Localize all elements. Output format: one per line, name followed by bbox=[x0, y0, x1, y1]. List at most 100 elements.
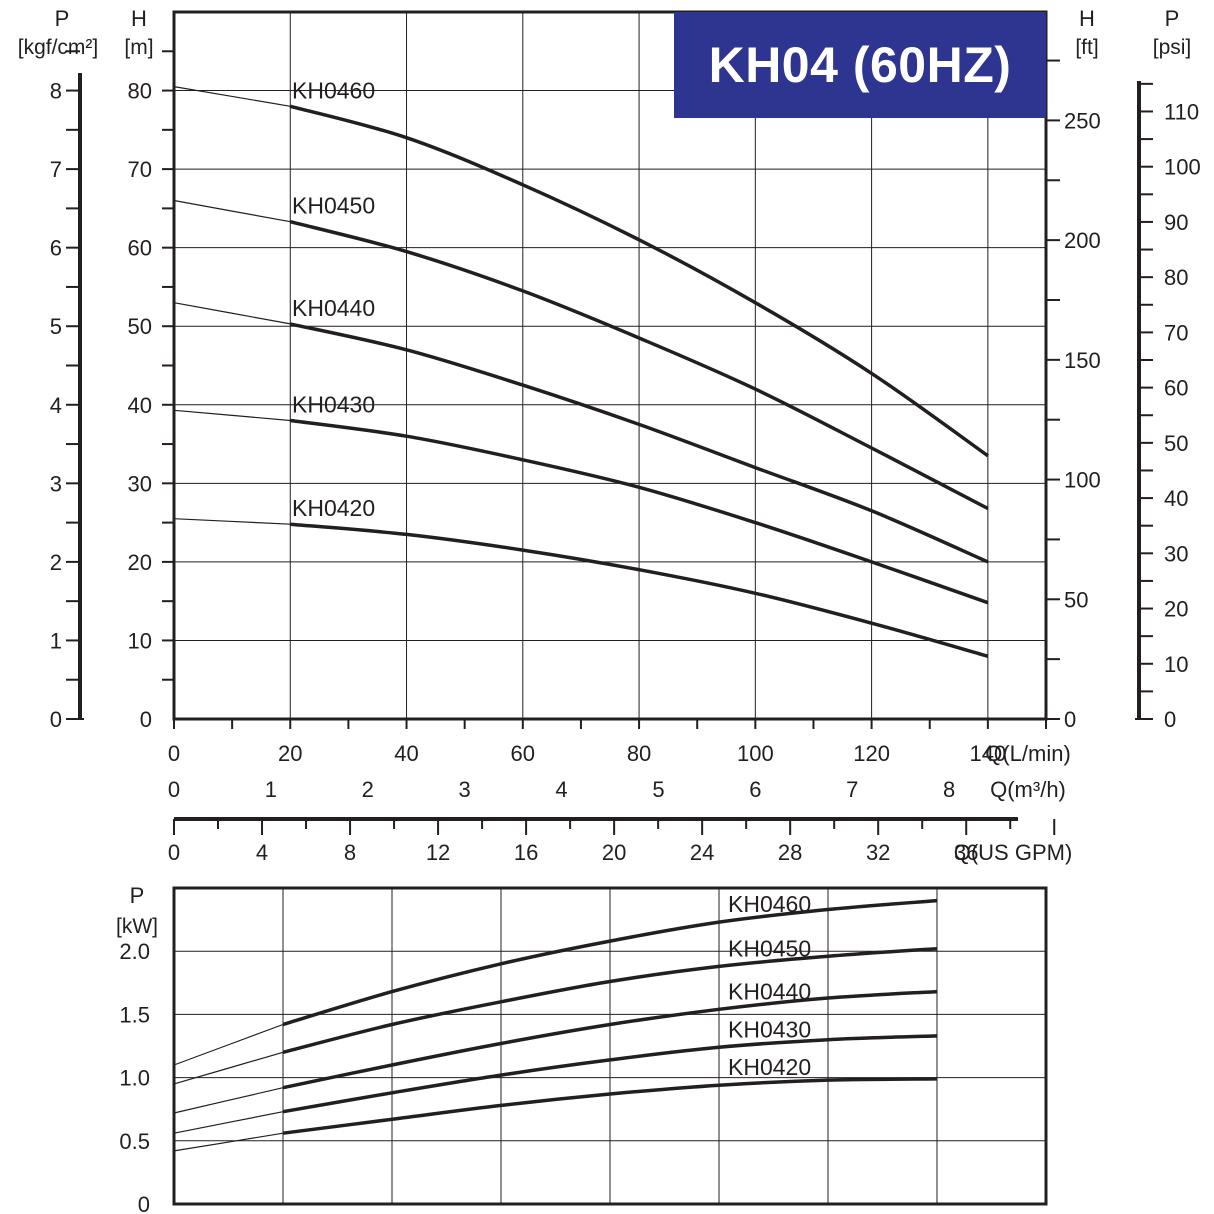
head-ft-axis-label: H bbox=[1079, 6, 1095, 31]
flow-lmin-tick-label: 140 bbox=[970, 741, 1007, 766]
power-y-tick-label: 1.5 bbox=[119, 1002, 150, 1027]
head-y-tick-label: 80 bbox=[128, 79, 152, 104]
pressure-psi-tick-label: 10 bbox=[1164, 652, 1188, 677]
flow-lmin-tick-label: 0 bbox=[168, 741, 180, 766]
pressure-kgf-tick-label: 2 bbox=[50, 550, 62, 575]
pressure-psi-tick-label: 110 bbox=[1164, 99, 1199, 124]
pressure-kgf-tick-label: 8 bbox=[50, 79, 62, 104]
head-ft-axis-unit: [ft] bbox=[1075, 36, 1098, 59]
head-ft-tick-label: 50 bbox=[1064, 587, 1088, 612]
head-y-tick-label: 60 bbox=[128, 236, 152, 261]
flow-gpm-tick-label: 20 bbox=[602, 840, 626, 865]
head-curve-KH0450 bbox=[289, 220, 989, 511]
power-curve-label: KH0440 bbox=[728, 978, 811, 1004]
pressure-psi-tick-label: 100 bbox=[1164, 155, 1201, 180]
flow-lmin-axis-unit: Q(L/min) bbox=[985, 741, 1071, 766]
power-y-tick-label: 1.0 bbox=[119, 1066, 150, 1091]
head-curve-KH0430-extension bbox=[173, 409, 291, 422]
pressure-psi-tick-label: 0 bbox=[1164, 707, 1176, 732]
flow-gpm-tick-label: 36 bbox=[954, 840, 978, 865]
pressure-kgf-tick-label: 7 bbox=[50, 157, 62, 182]
head-curve-KH0440 bbox=[289, 322, 989, 564]
head-y-axis-unit: [m] bbox=[124, 36, 153, 59]
flow-m3h-tick-label: 8 bbox=[943, 777, 955, 802]
pressure-psi-tick-label: 40 bbox=[1164, 486, 1188, 511]
head-curve-KH0420-extension bbox=[173, 518, 291, 525]
power-y-tick-label: 0.5 bbox=[119, 1129, 150, 1154]
flow-lmin-tick-label: 120 bbox=[853, 741, 890, 766]
power-curve-label: KH0420 bbox=[728, 1054, 811, 1080]
flow-lmin-tick-label: 60 bbox=[511, 741, 535, 766]
flow-gpm-tick-label: 4 bbox=[256, 840, 268, 865]
flow-m3h-tick-label: 3 bbox=[459, 777, 471, 802]
head-ft-tick-label: 150 bbox=[1064, 348, 1101, 373]
flow-gpm-tick-label: 24 bbox=[690, 840, 714, 865]
flow-m3h-tick-label: 7 bbox=[846, 777, 858, 802]
head-y-tick-label: 40 bbox=[128, 393, 152, 418]
power-y-axis-unit: [kW] bbox=[116, 915, 158, 938]
head-ft-tick-label: 0 bbox=[1064, 707, 1076, 732]
head-plot-frame bbox=[172, 10, 1048, 721]
power-curve-KH0430 bbox=[282, 1034, 938, 1114]
power-curve-KH0440 bbox=[282, 989, 938, 1090]
pressure-psi-axis-unit: [psi] bbox=[1153, 36, 1192, 59]
power-curve-label: KH0450 bbox=[728, 935, 811, 961]
head-curve-label: KH0430 bbox=[292, 391, 375, 417]
power-curve-KH0450-extension bbox=[173, 1051, 284, 1085]
head-curve-label: KH0440 bbox=[292, 295, 375, 321]
pressure-psi-tick-label: 80 bbox=[1164, 265, 1188, 290]
pressure-kgf-tick-label: 4 bbox=[50, 393, 62, 418]
pressure-kgf-tick-label: 1 bbox=[50, 628, 62, 653]
head-y-tick-label: 10 bbox=[128, 628, 152, 653]
pressure-psi-tick-label: 30 bbox=[1164, 541, 1188, 566]
head-curve-label: KH0450 bbox=[292, 193, 375, 219]
pressure-psi-axis-label: P bbox=[1165, 6, 1180, 31]
pressure-kgf-tick-label: 5 bbox=[50, 314, 62, 339]
power-y-tick-label: 2.0 bbox=[119, 939, 150, 964]
power-plot-frame bbox=[172, 886, 1048, 1206]
power-curve-KH0430-extension bbox=[173, 1111, 284, 1134]
power-curve-KH0420-extension bbox=[173, 1132, 284, 1152]
flow-gpm-axis-unit: Q(US GPM) bbox=[954, 840, 1073, 865]
head-y-tick-label: 20 bbox=[128, 550, 152, 575]
head-curve-KH0430 bbox=[290, 418, 989, 605]
flow-gpm-tick-label: 0 bbox=[168, 840, 180, 865]
power-curve-KH0460-extension bbox=[173, 1023, 284, 1066]
power-curve-KH0460 bbox=[282, 898, 938, 1027]
head-y-tick-label: 30 bbox=[128, 471, 152, 496]
power-curve-label: KH0430 bbox=[728, 1016, 811, 1042]
flow-m3h-tick-label: 5 bbox=[652, 777, 664, 802]
head-curve-KH0450-extension bbox=[173, 199, 291, 223]
flow-gpm-tick-label: 32 bbox=[866, 840, 890, 865]
flow-m3h-tick-label: 1 bbox=[265, 777, 277, 802]
pressure-psi-tick-label: 90 bbox=[1164, 210, 1188, 235]
head-ft-tick-label: 100 bbox=[1064, 468, 1101, 493]
head-curve-KH0440-extension bbox=[173, 302, 291, 325]
flow-m3h-tick-label: 4 bbox=[555, 777, 567, 802]
flow-lmin-tick-label: 20 bbox=[278, 741, 302, 766]
flow-m3h-tick-label: 0 bbox=[168, 777, 180, 802]
head-y-tick-label: 0 bbox=[140, 707, 152, 732]
head-curve-KH0460-extension bbox=[173, 86, 291, 107]
pressure-kgf-tick-label: 3 bbox=[50, 471, 62, 496]
head-ft-tick-label: 250 bbox=[1064, 108, 1101, 133]
head-ft-tick-label: 200 bbox=[1064, 228, 1101, 253]
pressure-psi-tick-label: 20 bbox=[1164, 597, 1188, 622]
flow-lmin-tick-label: 40 bbox=[394, 741, 418, 766]
head-curve-KH0420 bbox=[290, 522, 989, 658]
power-curve-KH0450 bbox=[282, 946, 938, 1054]
head-y-tick-label: 70 bbox=[128, 157, 152, 182]
head-y-axis-label: H bbox=[131, 6, 147, 31]
head-curve-label: KH0460 bbox=[292, 77, 375, 103]
flow-gpm-tick-label: 8 bbox=[344, 840, 356, 865]
pressure-psi-tick-label: 60 bbox=[1164, 376, 1188, 401]
flow-gpm-tick-label: 28 bbox=[778, 840, 802, 865]
head-curve-KH0460 bbox=[289, 104, 989, 458]
chart-title: KH04 (60HZ) bbox=[708, 37, 1012, 93]
head-y-tick-label: 50 bbox=[128, 314, 152, 339]
pressure-kgf-axis-unit: [kgf/cm²] bbox=[18, 36, 99, 59]
power-y-tick-label: 0 bbox=[138, 1192, 150, 1214]
pressure-kgf-tick-label: 6 bbox=[50, 236, 62, 261]
flow-gpm-tick-label: 16 bbox=[514, 840, 538, 865]
